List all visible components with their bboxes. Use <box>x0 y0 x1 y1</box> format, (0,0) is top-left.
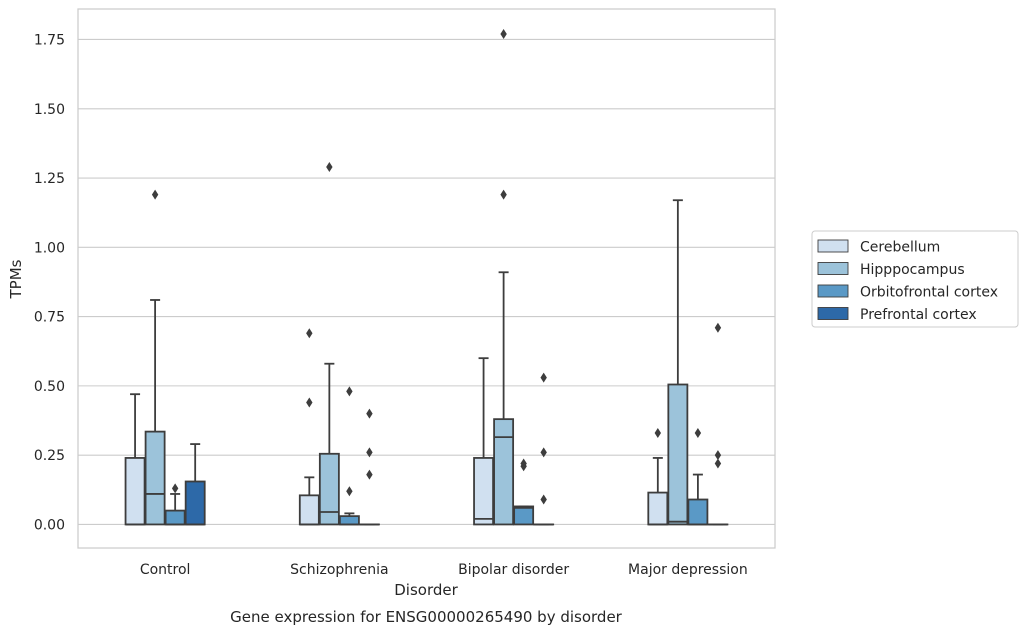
outlier-point <box>306 397 313 408</box>
outlier-point <box>694 427 702 438</box>
box-body <box>144 430 166 526</box>
legend-frame <box>811 230 1019 328</box>
plot-frame <box>77 8 776 549</box>
legend-label: Orbitofrontal cortex <box>860 285 998 301</box>
grid-lines <box>78 38 775 525</box>
outlier-point <box>346 386 353 397</box>
box-groups <box>124 28 729 526</box>
box-body <box>184 480 206 526</box>
box-orbitofrontal-cortex <box>164 483 186 526</box>
chart-title: Gene expression for ENSG00000265490 by d… <box>230 608 623 626</box>
box-body <box>298 494 320 526</box>
outlier-point <box>714 322 722 333</box>
y-tick-label: 0.50 <box>34 379 65 395</box>
y-tick-label: 1.25 <box>34 171 65 187</box>
legend-swatch <box>817 284 849 298</box>
legend-swatch <box>817 307 849 320</box>
y-tick-label: 1.50 <box>34 102 65 118</box>
outlier-point <box>540 447 547 458</box>
outlier-point <box>714 450 722 461</box>
box-body <box>124 457 146 526</box>
y-tick-label: 1.75 <box>34 32 65 48</box>
outlier-point <box>151 189 159 200</box>
box-cerebellum <box>124 393 146 526</box>
outlier-point <box>171 483 179 494</box>
box-body <box>493 418 515 526</box>
legend-swatch <box>817 239 849 253</box>
outlier-point <box>306 328 313 339</box>
box-body <box>647 491 669 526</box>
outlier-point <box>366 408 373 419</box>
x-tick-label: Schizophrenia <box>290 562 388 578</box>
outlier-point <box>520 458 527 469</box>
legend-label: Prefrontal cortex <box>860 307 977 323</box>
legend-label: Hipppocampus <box>860 262 965 278</box>
outlier-point <box>500 189 507 200</box>
box-hipppocampus <box>144 189 166 526</box>
outlier-point <box>366 447 373 458</box>
outlier-point <box>346 486 353 497</box>
box-body <box>513 505 535 526</box>
y-axis-ticks: 0.00 0.25 0.50 0.75 1.00 1.25 1.50 1.75 <box>34 32 65 533</box>
outlier-point <box>654 427 662 438</box>
y-tick-label: 0.25 <box>34 448 65 464</box>
legend-label: Cerebellum <box>860 240 940 256</box>
outlier-point <box>326 161 333 172</box>
box-prefrontal-cortex <box>533 372 555 526</box>
box-cerebellum <box>473 357 494 526</box>
outlier-point <box>366 469 373 480</box>
box-prefrontal-cortex <box>359 408 380 526</box>
legend-swatch <box>817 262 849 275</box>
y-axis-label: TPMs <box>7 259 25 299</box>
y-tick-label: 0.00 <box>34 517 65 533</box>
box-body <box>473 457 494 526</box>
box-hipppocampus <box>318 161 340 526</box>
outlier-point <box>500 28 507 39</box>
box-body <box>164 509 186 526</box>
box-hipppocampus <box>667 199 689 526</box>
box-prefrontal-cortex <box>707 322 729 526</box>
box-hipppocampus <box>493 28 515 526</box>
x-tick-label: Major depression <box>628 562 748 578</box>
x-tick-label: Control <box>140 562 191 578</box>
outlier-point <box>540 494 547 505</box>
box-cerebellum <box>647 427 669 526</box>
outlier-point <box>714 458 722 469</box>
box-orbitofrontal-cortex <box>687 427 709 526</box>
box-orbitofrontal-cortex <box>338 386 360 526</box>
outlier-point <box>540 372 547 383</box>
y-tick-label: 1.00 <box>34 240 65 256</box>
box-body <box>667 383 689 526</box>
box-orbitofrontal-cortex <box>513 458 535 526</box>
box-body <box>338 515 360 526</box>
box-cerebellum <box>298 328 320 526</box>
x-axis-ticks: Control Schizophrenia Bipolar disorder Majo… <box>140 562 748 578</box>
box-body <box>687 498 709 526</box>
box-body <box>318 452 340 526</box>
legend: Cerebellum Hipppocampus Orbitofrontal cort… <box>811 230 1019 328</box>
y-tick-label: 0.75 <box>34 310 65 326</box>
x-axis-label: Disorder <box>394 581 458 599</box>
box-prefrontal-cortex <box>184 443 206 526</box>
x-tick-label: Bipolar disorder <box>458 562 569 578</box>
